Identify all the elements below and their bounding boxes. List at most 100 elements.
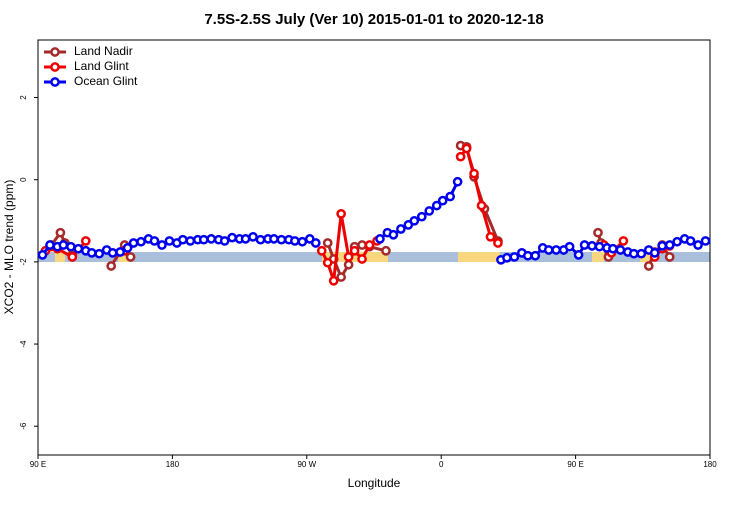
data-point xyxy=(45,240,55,250)
data-point xyxy=(185,236,196,246)
data-point xyxy=(396,224,406,234)
data-point xyxy=(445,191,456,202)
data-point xyxy=(649,247,660,258)
data-point xyxy=(452,176,463,187)
data-point xyxy=(672,236,682,247)
land-band xyxy=(118,252,130,262)
data-point xyxy=(431,200,442,211)
y-tick-label: -2 xyxy=(19,258,28,266)
data-point xyxy=(579,240,590,250)
data-point xyxy=(594,241,605,252)
data-point xyxy=(530,250,541,261)
data-point xyxy=(543,245,554,255)
land-band xyxy=(55,252,65,262)
data-point xyxy=(269,234,279,244)
data-point xyxy=(664,252,675,262)
land-band xyxy=(322,252,388,262)
x-tick-label: 90 E xyxy=(30,460,46,469)
data-point xyxy=(461,143,472,154)
data-point xyxy=(608,243,618,254)
land-band xyxy=(458,252,500,262)
data-point xyxy=(115,247,125,257)
data-point xyxy=(357,254,367,264)
legend-label: Land Nadir xyxy=(74,44,133,58)
data-point xyxy=(522,250,533,261)
data-point xyxy=(509,252,520,262)
data-point xyxy=(618,236,629,246)
data-point xyxy=(178,234,188,245)
data-point xyxy=(80,236,91,246)
data-point xyxy=(469,168,479,179)
data-point xyxy=(290,236,300,246)
data-point xyxy=(685,236,696,246)
data-point xyxy=(73,243,84,254)
data-point xyxy=(122,243,133,253)
data-point xyxy=(219,236,230,246)
data-point xyxy=(128,238,139,248)
data-point xyxy=(564,241,575,252)
data-point xyxy=(485,231,496,242)
legend-marker xyxy=(50,77,60,87)
data-point xyxy=(381,245,391,256)
data-point xyxy=(502,252,512,263)
data-point xyxy=(58,240,69,250)
y-tick-label: 2 xyxy=(19,95,28,100)
data-point xyxy=(310,238,321,248)
data-point xyxy=(322,257,333,268)
data-point xyxy=(106,261,117,271)
data-point xyxy=(573,250,584,260)
legend-label: Land Glint xyxy=(74,59,129,73)
x-tick-label: 180 xyxy=(166,460,180,469)
data-point xyxy=(349,245,360,256)
data-point xyxy=(343,252,354,262)
data-point xyxy=(409,215,420,226)
x-axis-label: Longitude xyxy=(348,476,401,490)
y-tick-label: 0 xyxy=(19,177,28,182)
data-point xyxy=(255,234,266,245)
data-point xyxy=(493,238,503,248)
data-point xyxy=(657,241,668,251)
data-point xyxy=(375,234,385,244)
x-tick-label: 180 xyxy=(703,460,717,469)
data-point xyxy=(94,248,105,259)
data-point xyxy=(551,245,562,255)
data-point xyxy=(593,227,603,238)
data-point xyxy=(37,250,48,260)
data-point xyxy=(693,240,703,250)
data-point xyxy=(628,248,639,259)
land-band xyxy=(640,252,654,262)
data-point xyxy=(343,259,354,270)
data-point xyxy=(206,234,217,244)
land-band xyxy=(592,252,604,262)
data-point xyxy=(157,240,167,250)
legend-label: Ocean Glint xyxy=(74,74,138,88)
data-point xyxy=(149,236,160,246)
x-tick-label: 90 E xyxy=(567,460,583,469)
plot-frame xyxy=(37,39,711,456)
y-tick-label: -6 xyxy=(19,422,28,430)
data-point xyxy=(164,236,175,246)
data-point xyxy=(636,248,647,259)
data-point xyxy=(700,236,711,246)
chart-title: 7.5S-2.5S July (Ver 10) 2015-01-01 to 20… xyxy=(204,11,543,28)
data-point xyxy=(107,247,118,258)
x-tick-label: 90 W xyxy=(297,460,316,469)
data-point xyxy=(587,241,597,251)
data-point xyxy=(227,232,237,243)
data-point xyxy=(86,247,97,258)
data-point xyxy=(437,195,448,206)
data-point xyxy=(316,245,327,256)
legend-marker xyxy=(50,47,60,57)
data-point xyxy=(643,261,654,271)
data-point xyxy=(328,275,339,286)
data-point xyxy=(615,245,626,255)
data-point xyxy=(248,231,258,242)
data-point xyxy=(476,200,487,211)
data-point xyxy=(198,234,209,245)
data-point xyxy=(336,272,346,282)
data-point xyxy=(455,151,466,162)
y-axis-label: XCO2 - MLO trend (ppm) xyxy=(2,180,16,315)
data-point xyxy=(664,240,675,250)
